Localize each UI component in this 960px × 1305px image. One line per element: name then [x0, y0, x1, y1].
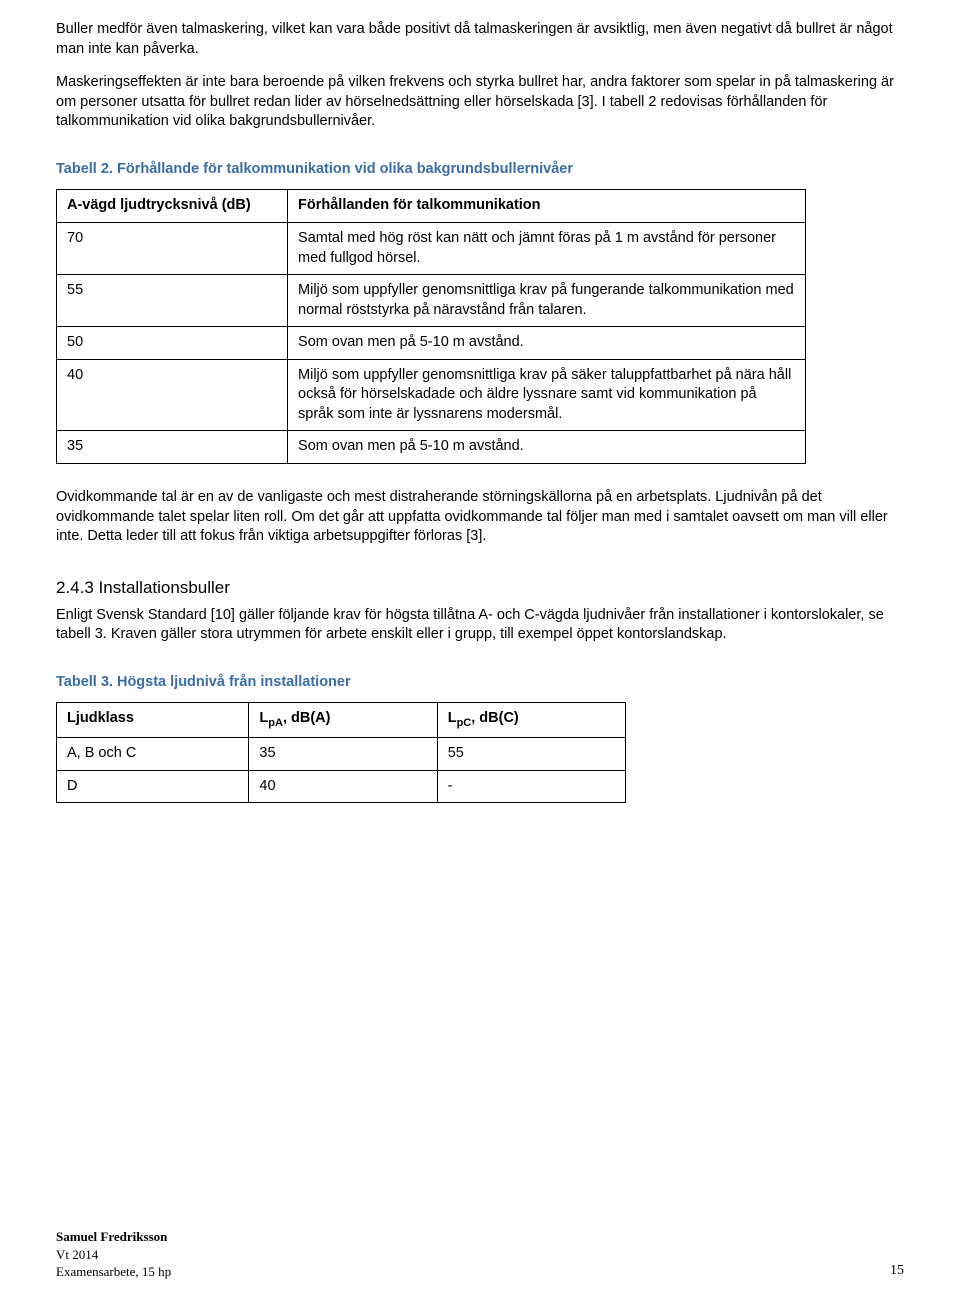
table-cell: 55: [437, 738, 625, 771]
table-row: A-vägd ljudtrycksnivå (dB) Förhållanden …: [57, 190, 806, 223]
table-2-header-2: LpA, dB(A): [249, 703, 437, 738]
table-1-header-a: A-vägd ljudtrycksnivå (dB): [67, 197, 251, 213]
table-cell: Samtal med hög röst kan nätt och jämnt f…: [288, 222, 806, 274]
table-2-caption: Tabell 3. Högsta ljudnivå från installat…: [56, 673, 904, 693]
table-2: Ljudklass LpA, dB(A) LpC, dB(C) A, B och…: [56, 702, 626, 803]
table-cell: 55: [57, 275, 288, 327]
section-heading: 2.4.3 Installationsbuller: [56, 577, 904, 600]
section-number: 2.4.3: [56, 578, 94, 597]
page-number: 15: [890, 1262, 904, 1281]
table-cell: Miljö som uppfyller genomsnittliga krav …: [288, 359, 806, 431]
page: Buller medför även talmaskering, vilket …: [0, 0, 960, 1305]
table-row: 70 Samtal med hög röst kan nätt och jämn…: [57, 222, 806, 274]
intro-paragraph-1: Buller medför även talmaskering, vilket …: [56, 20, 904, 59]
table-cell: 70: [57, 222, 288, 274]
table-row: 35 Som ovan men på 5-10 m avstånd.: [57, 431, 806, 464]
table-2-header-1: Ljudklass: [67, 710, 134, 726]
table-1: A-vägd ljudtrycksnivå (dB) Förhållanden …: [56, 189, 806, 464]
table-row: D 40 -: [57, 770, 626, 803]
table-cell: D: [57, 770, 249, 803]
footer-line-3: Examensarbete, 15 hp: [56, 1263, 904, 1281]
table-row: 50 Som ovan men på 5-10 m avstånd.: [57, 327, 806, 360]
table-cell: 35: [249, 738, 437, 771]
table-row: 55 Miljö som uppfyller genomsnittliga kr…: [57, 275, 806, 327]
table-cell: Som ovan men på 5-10 m avstånd.: [288, 327, 806, 360]
page-footer: Samuel Fredriksson Vt 2014 Examensarbete…: [56, 1228, 904, 1281]
footer-name: Samuel Fredriksson: [56, 1228, 904, 1246]
table-row: 40 Miljö som uppfyller genomsnittliga kr…: [57, 359, 806, 431]
table-cell: Som ovan men på 5-10 m avstånd.: [288, 431, 806, 464]
section-title: Installationsbuller: [99, 578, 230, 597]
table-row: A, B och C 35 55: [57, 738, 626, 771]
table-cell: 40: [249, 770, 437, 803]
section-paragraph: Enligt Svensk Standard [10] gäller följa…: [56, 606, 904, 645]
table-row: Ljudklass LpA, dB(A) LpC, dB(C): [57, 703, 626, 738]
footer-line-2: Vt 2014: [56, 1246, 904, 1264]
table-cell: 35: [57, 431, 288, 464]
table-1-caption: Tabell 2. Förhållande för talkommunikati…: [56, 160, 904, 180]
table-cell: Miljö som uppfyller genomsnittliga krav …: [288, 275, 806, 327]
mid-paragraph: Ovidkommande tal är en av de vanligaste …: [56, 488, 904, 547]
table-1-header-b: Förhållanden för talkommunikation: [298, 197, 541, 213]
table-cell: A, B och C: [57, 738, 249, 771]
table-2-header-3: LpC, dB(C): [437, 703, 625, 738]
table-cell: -: [437, 770, 625, 803]
table-cell: 40: [57, 359, 288, 431]
intro-paragraph-2: Maskeringseffekten är inte bara beroende…: [56, 73, 904, 132]
table-cell: 50: [57, 327, 288, 360]
